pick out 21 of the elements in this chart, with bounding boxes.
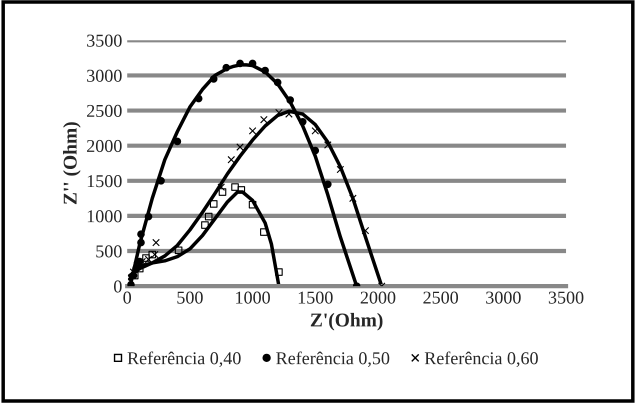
y-tick-label: 3000 — [87, 70, 122, 82]
y-tick-label: 3500 — [87, 34, 122, 47]
x-axis-title: Z'(Ohm) — [310, 312, 382, 331]
x-tick-label: 3500 — [548, 292, 584, 304]
y-tick-label: 2500 — [87, 104, 122, 117]
legend-label: Referência 0,50 — [276, 351, 390, 367]
x-tick-label: 2500 — [423, 292, 458, 304]
y-tick-label: 1000 — [88, 210, 122, 222]
y-tick-label: 2000 — [87, 140, 122, 152]
y-tick-label: 0 — [114, 280, 122, 293]
y-tick-label: 1500 — [88, 175, 122, 188]
x-tick-label: 2000 — [360, 292, 396, 304]
legend-label: Referência 0,40 — [128, 351, 241, 367]
x-tick-label: 0 — [123, 292, 132, 304]
x-tick-label: 500 — [177, 292, 203, 304]
x-tick-label: 1000 — [236, 292, 270, 304]
legend-label: Referência 0,60 — [424, 351, 538, 367]
x-tick-label: 3000 — [486, 292, 521, 304]
y-axis-title: Z'' (Ohm) — [63, 122, 81, 204]
y-tick-label: 500 — [96, 245, 122, 258]
x-tick-label: 1500 — [298, 292, 333, 304]
